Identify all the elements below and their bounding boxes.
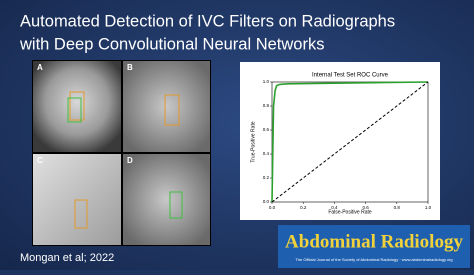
radiograph (123, 154, 210, 245)
y-tick-label: 1.0 (263, 79, 270, 84)
detection-box (67, 97, 82, 123)
radiograph-grid: A B C D (32, 60, 211, 246)
radiograph (123, 61, 210, 152)
plot-frame (271, 81, 429, 203)
x-tick-label: 0.0 (269, 205, 276, 210)
title-line: Automated Detection of IVC Filters on Ra… (20, 12, 395, 30)
citation: Mongan et al; 2022 (20, 252, 114, 264)
journal-name: Abdominal Radiology (285, 231, 463, 252)
panel-label: C (37, 156, 43, 165)
journal-logo (278, 225, 470, 268)
chart-background (240, 62, 440, 220)
radiograph (33, 61, 121, 152)
plot: 0.0 0.2 0.4 0.6 0.8 1.0 0.0 0.2 0.4 0.6 0.8 1.0 (263, 79, 432, 210)
detection-box (169, 191, 183, 219)
y-tick-label: 0.2 (263, 175, 270, 180)
detection-box (74, 199, 88, 229)
title-line: with Deep Convolutional Neural Networks (19, 35, 324, 53)
panel-label: B (127, 63, 133, 72)
roc-line (271, 81, 429, 203)
journal-subtitle: The Official Journal of the Society of A… (295, 257, 452, 262)
roc-line (271, 81, 429, 203)
panel-label: D (127, 156, 133, 165)
x-tick-label: 0.4 (331, 205, 338, 210)
detection-box (69, 91, 85, 121)
y-tick-label: 0.0 (263, 199, 270, 204)
detection-box (164, 94, 180, 126)
panel-label: A (37, 63, 43, 72)
x-tick-label: 0.2 (300, 205, 307, 210)
y-tick-label: 0.6 (263, 127, 270, 132)
y-axis-label: True-Positive Rate (250, 121, 256, 162)
x-tick-label: 0.6 (362, 205, 369, 210)
chart-title: Internal Test Set ROC Curve (312, 73, 389, 79)
x-axis-label: False-Positive Rate (328, 209, 372, 215)
x-tick-label: 0.8 (394, 205, 401, 210)
y-tick-label: 0.4 (263, 151, 270, 156)
y-tick-label: 0.8 (263, 103, 270, 108)
x-tick-label: 1.0 (425, 205, 432, 210)
